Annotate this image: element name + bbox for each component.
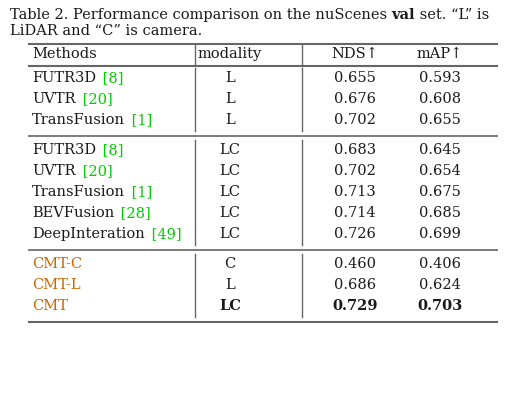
Text: UVTR: UVTR [32,92,75,106]
Text: 0.655: 0.655 [334,71,376,85]
Text: LC: LC [220,206,241,220]
Text: 0.713: 0.713 [334,185,376,199]
Text: BEVFusion: BEVFusion [32,206,114,220]
Text: 0.699: 0.699 [419,227,461,241]
Text: CMT-L: CMT-L [32,278,80,292]
Text: UVTR: UVTR [32,164,75,178]
Text: DeepInteration: DeepInteration [32,227,145,241]
Text: 0.702: 0.702 [334,164,376,178]
Text: 0.685: 0.685 [419,206,461,220]
Text: [8]: [8] [98,143,123,157]
Text: L: L [225,71,235,85]
Text: 0.624: 0.624 [419,278,461,292]
Text: 0.702: 0.702 [334,113,376,127]
Text: L: L [225,113,235,127]
Text: 0.714: 0.714 [334,206,376,220]
Text: 0.655: 0.655 [419,113,461,127]
Text: 0.703: 0.703 [417,299,463,313]
Text: [8]: [8] [98,71,123,85]
Text: 0.460: 0.460 [334,257,376,271]
Text: val: val [392,8,415,22]
Text: [20]: [20] [77,164,112,178]
Text: LC: LC [220,227,241,241]
Text: Methods: Methods [32,47,97,61]
Text: 0.726: 0.726 [334,227,376,241]
Text: C: C [224,257,236,271]
Text: LC: LC [220,185,241,199]
Text: CMT: CMT [32,299,68,313]
Text: 0.593: 0.593 [419,71,461,85]
Text: modality: modality [198,47,262,61]
Text: 0.608: 0.608 [419,92,461,106]
Text: 0.686: 0.686 [334,278,376,292]
Text: 0.675: 0.675 [419,185,461,199]
Text: FUTR3D: FUTR3D [32,143,96,157]
Text: NDS↑: NDS↑ [331,47,378,61]
Text: 0.406: 0.406 [419,257,461,271]
Text: 0.683: 0.683 [334,143,376,157]
Text: LiDAR and “C” is camera.: LiDAR and “C” is camera. [10,24,202,38]
Text: LC: LC [219,299,241,313]
Text: LC: LC [220,164,241,178]
Text: [20]: [20] [77,92,112,106]
Text: 0.729: 0.729 [332,299,378,313]
Text: 0.676: 0.676 [334,92,376,106]
Text: L: L [225,92,235,106]
Text: 0.654: 0.654 [419,164,461,178]
Text: mAP↑: mAP↑ [417,47,463,61]
Text: [49]: [49] [147,227,181,241]
Text: [1]: [1] [127,185,152,199]
Text: TransFusion: TransFusion [32,185,125,199]
Text: L: L [225,278,235,292]
Text: 0.645: 0.645 [419,143,461,157]
Text: FUTR3D: FUTR3D [32,71,96,85]
Text: TransFusion: TransFusion [32,113,125,127]
Text: Table 2. Performance comparison on the nuScenes: Table 2. Performance comparison on the n… [10,8,392,22]
Text: [1]: [1] [127,113,152,127]
Text: [28]: [28] [116,206,151,220]
Text: set. “L” is: set. “L” is [415,8,489,22]
Text: CMT-C: CMT-C [32,257,82,271]
Text: LC: LC [220,143,241,157]
